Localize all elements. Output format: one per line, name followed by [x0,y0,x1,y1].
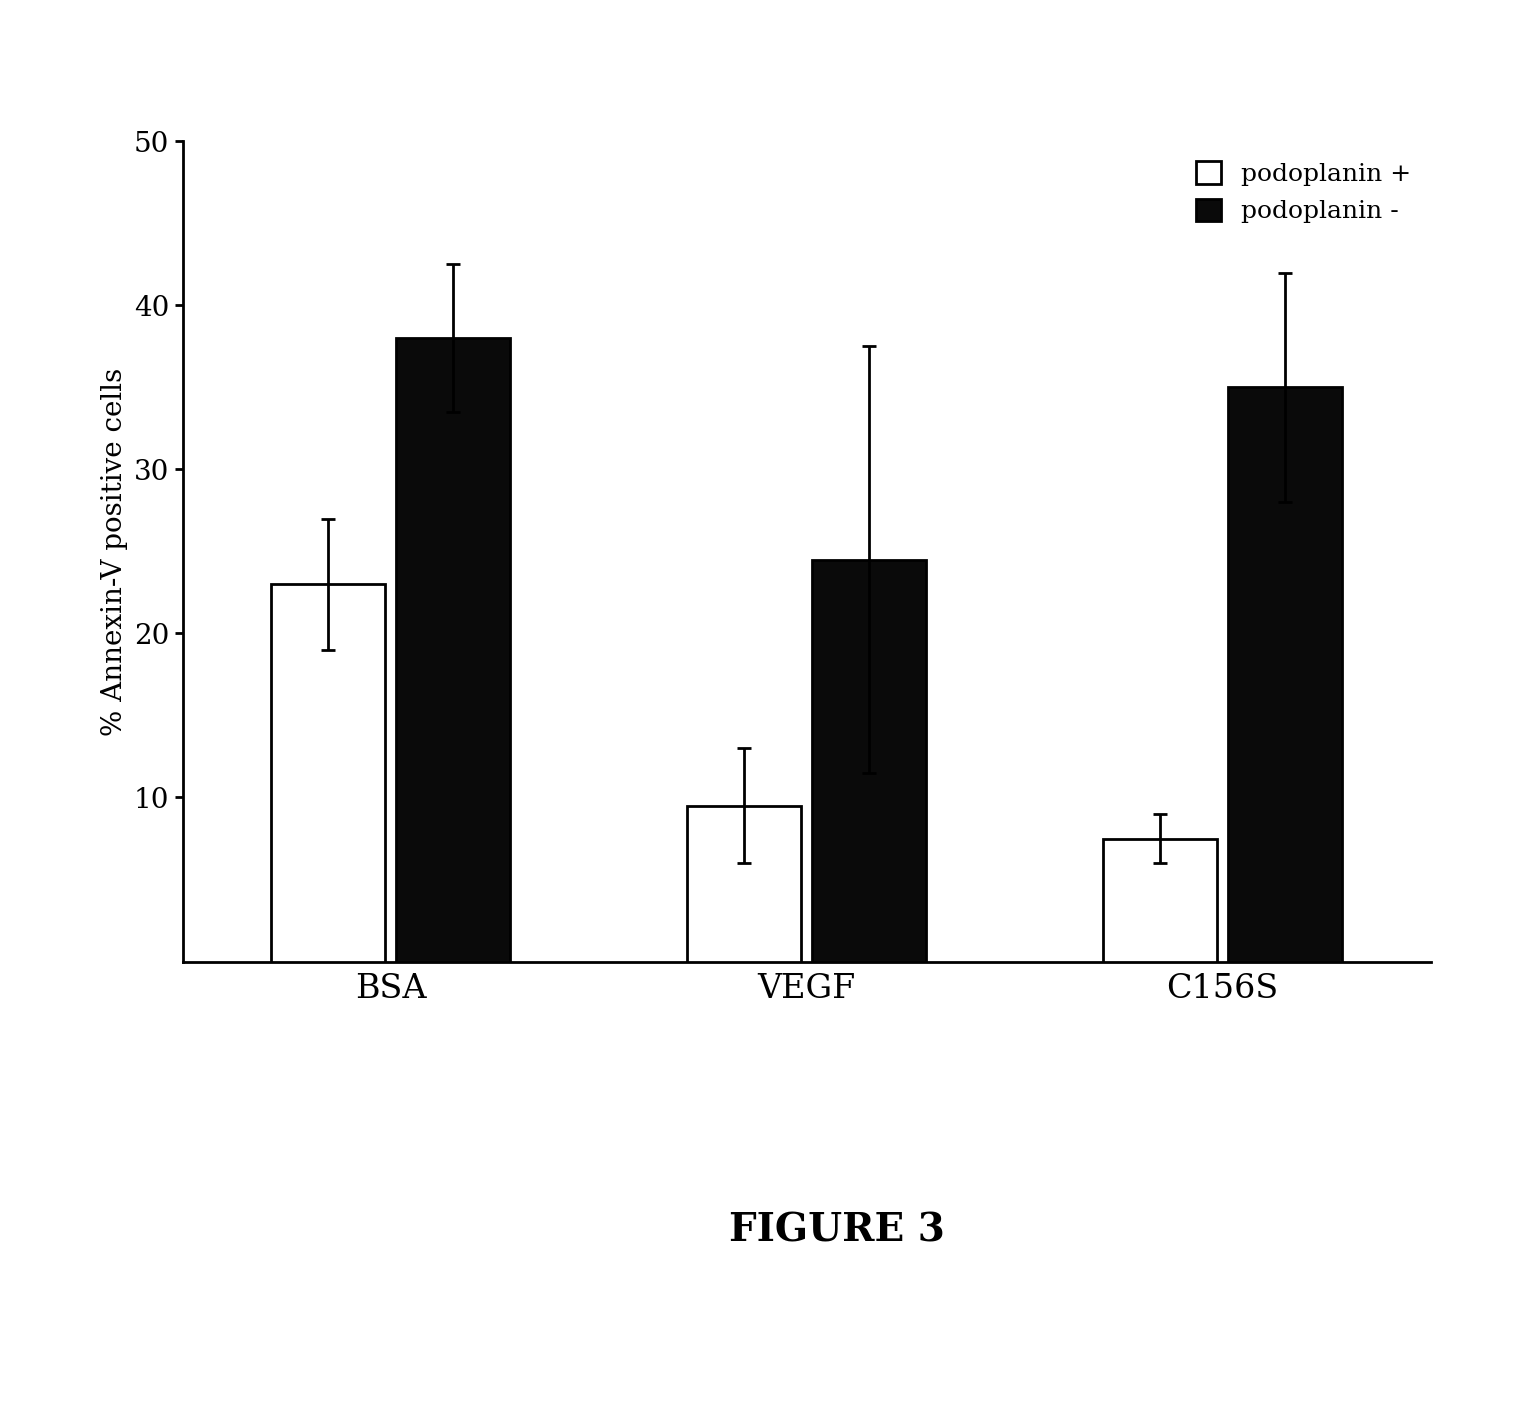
Y-axis label: % Annexin-V positive cells: % Annexin-V positive cells [102,368,128,735]
Bar [686,806,802,962]
Legend: podoplanin +, podoplanin -: podoplanin +, podoplanin - [1189,154,1419,230]
Bar [1103,839,1218,962]
Bar [811,560,927,962]
Bar [271,584,385,962]
Bar [396,338,510,962]
Bar [1228,387,1342,962]
Text: FIGURE 3: FIGURE 3 [729,1212,945,1249]
